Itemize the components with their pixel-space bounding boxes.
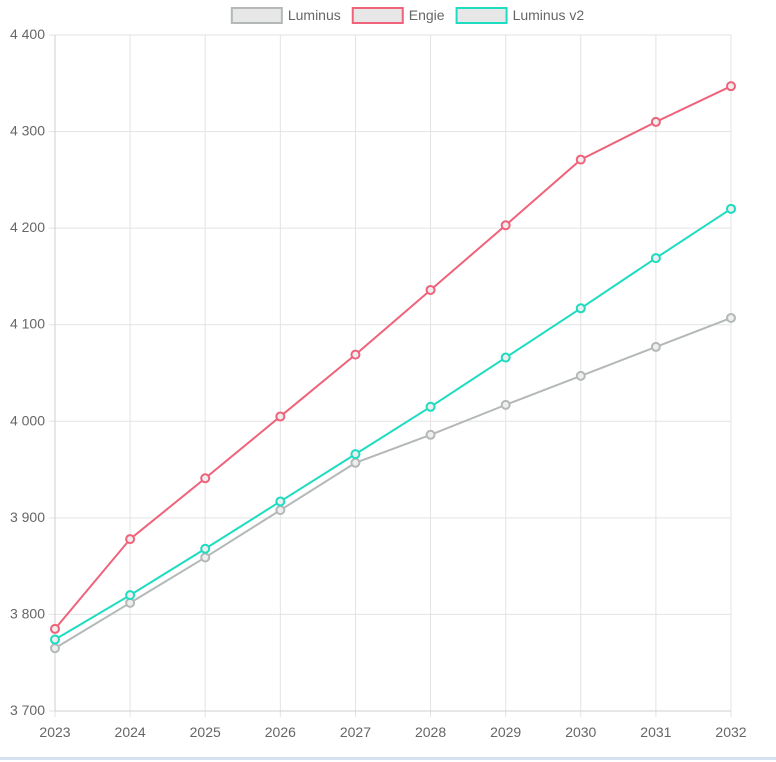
legend-swatch bbox=[230, 7, 283, 24]
data-point[interactable] bbox=[200, 473, 211, 484]
y-tick-label: 4 000 bbox=[10, 412, 45, 428]
data-point[interactable] bbox=[200, 543, 211, 554]
data-point[interactable] bbox=[650, 341, 661, 352]
series-luminus-v2 bbox=[50, 203, 736, 645]
data-point[interactable] bbox=[500, 352, 511, 363]
legend-label: Luminus bbox=[288, 7, 341, 23]
y-tick-label: 4 300 bbox=[10, 123, 45, 139]
data-point[interactable] bbox=[500, 399, 511, 410]
x-tick-label: 2032 bbox=[715, 724, 746, 740]
data-point[interactable] bbox=[425, 429, 436, 440]
series-engie bbox=[50, 81, 736, 634]
x-tick-label: 2027 bbox=[340, 724, 371, 740]
legend-label: Engie bbox=[409, 7, 445, 23]
data-point[interactable] bbox=[350, 349, 361, 360]
data-point[interactable] bbox=[50, 643, 60, 654]
y-tick-label: 4 100 bbox=[10, 316, 45, 332]
x-tick-label: 2031 bbox=[640, 724, 671, 740]
axes: 3 700 3 800 3 900 4 000 4 100 4 200 4 300 4 400… bbox=[10, 26, 747, 740]
data-point[interactable] bbox=[575, 303, 586, 314]
data-point[interactable] bbox=[425, 284, 436, 295]
data-point[interactable] bbox=[500, 220, 511, 231]
data-point[interactable] bbox=[425, 401, 436, 412]
legend-item-luminus[interactable]: Luminus bbox=[230, 7, 341, 24]
data-point[interactable] bbox=[726, 81, 736, 92]
series-line bbox=[54, 207, 732, 641]
legend-item-luminus-v2[interactable]: Luminus v2 bbox=[455, 7, 585, 24]
x-tick-label: 2026 bbox=[265, 724, 296, 740]
data-point[interactable] bbox=[125, 534, 136, 545]
data-point[interactable] bbox=[125, 590, 136, 601]
data-point[interactable] bbox=[275, 505, 286, 516]
page-bottom-border bbox=[0, 757, 776, 760]
y-tick-label: 3 900 bbox=[10, 509, 45, 525]
y-tick-label: 4 400 bbox=[10, 26, 45, 42]
series-line bbox=[54, 85, 732, 630]
legend-item-engie[interactable]: Engie bbox=[351, 7, 445, 24]
data-point[interactable] bbox=[726, 312, 736, 323]
data-point[interactable] bbox=[650, 253, 661, 264]
data-point[interactable] bbox=[650, 116, 661, 127]
x-tick-label: 2028 bbox=[415, 724, 446, 740]
y-tick-label: 4 200 bbox=[10, 219, 45, 235]
data-point[interactable] bbox=[575, 154, 586, 165]
x-tick-label: 2024 bbox=[115, 724, 146, 740]
series-line bbox=[54, 317, 732, 650]
data-point[interactable] bbox=[275, 411, 286, 422]
data-point[interactable] bbox=[50, 634, 60, 645]
legend-swatch bbox=[455, 7, 508, 24]
grid bbox=[49, 34, 732, 717]
x-tick-label: 2029 bbox=[490, 724, 521, 740]
series-luminus bbox=[50, 312, 736, 654]
series-lines bbox=[50, 81, 736, 654]
data-point[interactable] bbox=[575, 370, 586, 381]
legend[interactable]: Luminus Engie Luminus v2 bbox=[230, 7, 585, 24]
legend-swatch bbox=[351, 7, 404, 24]
data-point[interactable] bbox=[200, 552, 211, 563]
data-point[interactable] bbox=[275, 496, 286, 507]
x-tick-label: 2025 bbox=[190, 724, 221, 740]
data-point[interactable] bbox=[726, 203, 736, 214]
data-point[interactable] bbox=[350, 449, 361, 460]
legend-label: Luminus v2 bbox=[513, 7, 585, 23]
x-tick-label: 2030 bbox=[565, 724, 596, 740]
y-tick-label: 3 700 bbox=[10, 702, 45, 718]
data-point[interactable] bbox=[50, 623, 60, 634]
x-tick-label: 2023 bbox=[39, 724, 70, 740]
data-point[interactable] bbox=[350, 457, 361, 468]
y-tick-label: 3 800 bbox=[10, 605, 45, 621]
